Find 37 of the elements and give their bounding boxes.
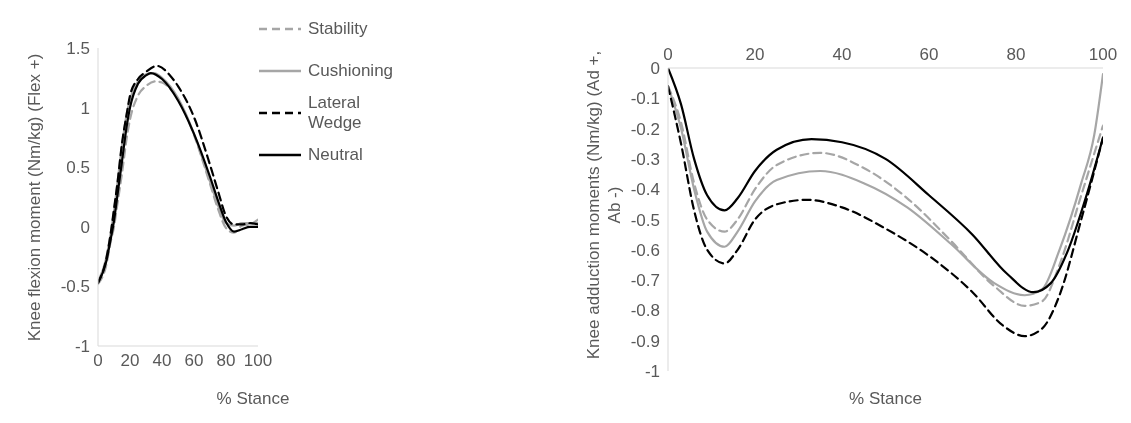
y-tick-label: 0	[80, 217, 90, 237]
x-tick-label: 60	[919, 45, 939, 64]
legend-label: Stability	[308, 19, 368, 39]
x-tick-label: 20	[745, 45, 765, 64]
y-tick-label: 0.5	[66, 158, 90, 178]
x-tick-label: 40	[832, 45, 852, 64]
y-tick-label: -0.9	[630, 331, 660, 351]
y-tick-label: -0.4	[630, 180, 660, 200]
x-tick-label: 0	[663, 45, 673, 64]
y-axis-title: Knee adduction moments (Nm/kg) (Ad +, Ab -)	[583, 49, 625, 361]
y-tick-label: 1	[80, 98, 90, 118]
x-tick-label: 40	[152, 351, 172, 371]
y-tick-label: 1.5	[66, 39, 90, 59]
x-tick-label: 80	[1006, 45, 1026, 64]
y-tick-label: -0.5	[630, 210, 660, 230]
y-tick-label: -0.3	[630, 149, 660, 169]
legend-label: Lateral Wedge	[308, 93, 363, 133]
y-tick-label: -0.1	[630, 89, 660, 109]
y-tick-label: -0.6	[630, 240, 660, 260]
x-axis-title: % Stance	[848, 389, 923, 409]
y-tick-label: -0.7	[630, 271, 660, 291]
x-axis-title: % Stance	[215, 389, 291, 409]
y-tick-label: -0.5	[60, 277, 90, 297]
y-tick-label: -0.8	[630, 301, 660, 321]
legend-label: Cushioning	[308, 61, 394, 81]
x-tick-label: 20	[120, 351, 140, 371]
y-tick-label: -1	[644, 362, 660, 382]
legend-label: Neutral	[308, 145, 363, 165]
x-tick-label: 60	[184, 351, 204, 371]
x-tick-label: 100	[1088, 45, 1118, 64]
y-tick-label: 0	[650, 59, 660, 79]
x-tick-label: 0	[93, 351, 103, 371]
x-tick-label: 100	[243, 351, 273, 371]
y-tick-label: -0.2	[630, 119, 660, 139]
y-tick-label: -1	[74, 337, 90, 357]
y-axis-title: Knee flexion moment (Nm/kg) (Flex +)	[23, 52, 45, 343]
x-tick-label: 80	[216, 351, 236, 371]
